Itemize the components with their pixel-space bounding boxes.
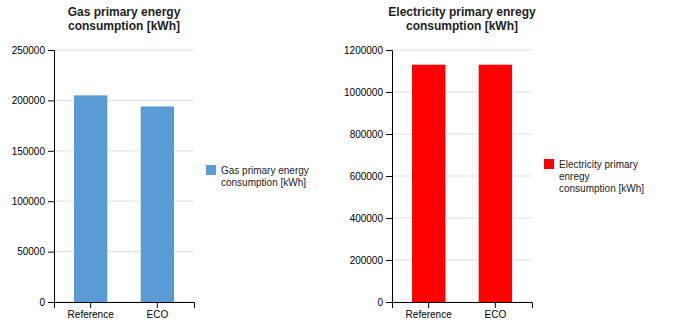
y-tick-mark [386,134,392,135]
y-tick: 250000 [12,45,54,56]
title-line: consumption [kWh] [406,19,518,33]
grid-line [54,50,194,51]
legend-label: Gas primary energyconsumption [kWh] [221,165,309,188]
y-tick-label: 50000 [17,246,45,257]
y-tick-label: 0 [377,297,383,308]
y-tick: 150000 [12,146,54,157]
y-tick-mark [386,260,392,261]
y-tick-label: 100000 [12,196,46,207]
y-tick: 0 [39,297,54,308]
chart-title: Electricity primary enregyconsumption [k… [388,5,536,33]
y-tick-mark [386,302,392,303]
title-line: Gas primary energy [68,5,181,19]
legend-line: Electricity primary [559,159,638,170]
y-tick-mark [48,302,54,303]
x-tick-label: Reference [68,309,115,320]
y-tick-label: 800000 [350,129,384,140]
x-axis-line [55,303,195,309]
y-tick-label: 200000 [12,95,46,106]
legend-line: Gas primary energy [221,165,309,176]
legend-item: Gas primary energyconsumption [kWh] [206,165,309,188]
grid [54,50,194,302]
y-tick-label: 150000 [12,146,46,157]
y-tick: 0 [377,297,392,308]
legend-line: enregy [559,171,590,182]
y-tick-mark [48,50,54,51]
y-tick: 200000 [12,95,54,106]
legend: Gas primary energyconsumption [kWh] [206,165,309,188]
grid [392,50,532,302]
x-tick-label: Reference [406,309,453,320]
legend-line: consumption [kWh] [221,177,306,188]
y-tick-label: 1000000 [344,87,383,98]
y-tick-label: 600000 [350,171,384,182]
x-tick: ECO [146,302,168,320]
y-tick: 800000 [350,129,392,140]
x-tick: Reference [68,302,115,320]
x-axis: Reference ECO [393,302,533,320]
bars [412,65,512,302]
bars [74,95,174,302]
y-tick-mark [48,252,54,253]
y-axis-line [48,51,55,303]
y-axis: 0 200000 400000 600000 800000 1000000 1200000 [344,45,392,308]
y-tick-label: 400000 [350,213,384,224]
x-tick-mark [495,302,496,308]
x-tick-label: ECO [484,309,506,320]
x-axis: Reference ECO [55,302,195,320]
x-tick-mark [157,302,158,308]
plot-area: 0 200000 400000 600000 800000 1000000 1200000 R… [344,45,532,320]
bar [412,65,445,302]
x-axis-line [393,303,533,309]
x-tick-mark [90,302,91,308]
y-tick-mark [386,176,392,177]
y-tick-label: 200000 [350,255,384,266]
title-line: consumption [kWh] [68,19,180,33]
bar [141,106,174,302]
y-tick-mark [386,218,392,219]
y-axis-line [386,51,393,303]
y-tick: 200000 [350,255,392,266]
y-tick: 1000000 [344,87,392,98]
panel: Electricity primary enregyconsumption [k… [344,5,644,320]
y-tick-label: 1200000 [344,45,383,56]
x-tick-mark [428,302,429,308]
legend-swatch [206,165,216,175]
bar [479,65,512,302]
legend-item: Electricity primaryenregyconsumption [kW… [544,159,644,194]
y-tick: 600000 [350,171,392,182]
y-tick-mark [48,100,54,101]
y-tick: 50000 [17,246,54,257]
y-tick-mark [386,50,392,51]
bar [74,95,107,302]
y-tick: 1200000 [344,45,392,56]
x-tick-label: ECO [146,309,168,320]
y-axis: 0 50000 100000 150000 200000 250000 [12,45,55,308]
legend: Electricity primaryenregyconsumption [kW… [544,159,644,194]
legend-swatch [544,159,554,169]
legend-label: Electricity primaryenregyconsumption [kW… [559,159,644,194]
y-tick-mark [48,151,54,152]
legend-line: consumption [kWh] [559,183,644,194]
y-tick-mark [386,92,392,93]
y-tick-label: 250000 [12,45,46,56]
y-tick-label: 0 [39,297,45,308]
x-tick: Reference [406,302,453,320]
chart-title: Gas primary energyconsumption [kWh] [68,5,181,33]
y-tick: 100000 [12,196,54,207]
panel: Gas primary energyconsumption [kWh]05000… [12,5,309,320]
y-tick-mark [48,201,54,202]
chart-canvas: Gas primary energyconsumption [kWh]05000… [0,0,676,330]
plot-area: 0 50000 100000 150000 200000 250000 Reference E… [12,45,195,320]
grid-line [392,50,532,51]
x-tick: ECO [484,302,506,320]
y-tick: 400000 [350,213,392,224]
title-line: Electricity primary enregy [388,5,536,19]
